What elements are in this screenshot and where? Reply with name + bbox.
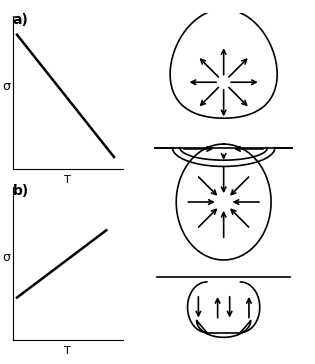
X-axis label: T: T	[64, 347, 71, 356]
Text: a): a)	[13, 13, 28, 27]
Text: b): b)	[13, 184, 29, 198]
X-axis label: T: T	[64, 175, 71, 185]
Y-axis label: σ: σ	[2, 80, 10, 93]
Y-axis label: σ: σ	[2, 251, 10, 264]
